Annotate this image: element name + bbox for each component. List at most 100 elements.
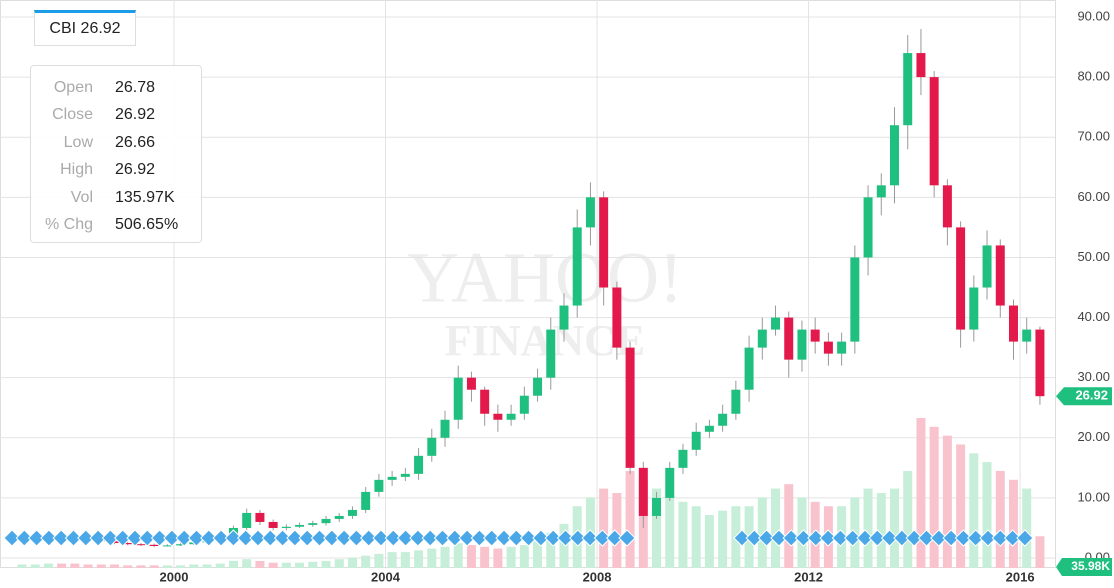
dividend-marker bbox=[593, 529, 612, 547]
candle-body bbox=[1008, 305, 1018, 342]
dividend-marker bbox=[770, 529, 788, 547]
volume-bar bbox=[347, 557, 357, 568]
candle-body bbox=[387, 476, 397, 480]
volume-bar bbox=[414, 550, 424, 568]
dividend-marker bbox=[544, 529, 562, 547]
candle-body bbox=[718, 413, 728, 426]
candle-body bbox=[890, 125, 899, 186]
volume-bar bbox=[599, 488, 609, 568]
candle-body bbox=[281, 526, 291, 528]
info-label: High bbox=[60, 161, 93, 179]
dividend-marker bbox=[200, 529, 218, 547]
volume-bar bbox=[453, 543, 463, 568]
dividend-marker bbox=[917, 529, 936, 547]
volume-bar bbox=[625, 470, 635, 568]
candle-body bbox=[123, 542, 133, 545]
dividend-marker bbox=[101, 529, 120, 547]
candle-body bbox=[347, 509, 357, 516]
dividend-marker bbox=[618, 529, 636, 547]
volume-bar bbox=[969, 453, 979, 568]
dividend-marker bbox=[64, 529, 83, 547]
dividend-marker bbox=[113, 529, 132, 547]
volume-bar bbox=[559, 523, 569, 568]
volume-bar bbox=[136, 565, 146, 568]
dividend-marker bbox=[126, 529, 144, 547]
candle-body bbox=[863, 197, 873, 258]
candle-body bbox=[242, 512, 252, 528]
volume-bar bbox=[228, 560, 238, 568]
candle-body bbox=[308, 523, 318, 525]
volume-bar bbox=[162, 565, 172, 568]
dividend-marker bbox=[905, 529, 923, 547]
info-value: 506.65% bbox=[115, 216, 179, 234]
candle-body bbox=[414, 455, 424, 474]
volume-bar bbox=[784, 484, 794, 568]
volume-bar bbox=[268, 562, 278, 568]
volume-bar bbox=[757, 497, 767, 568]
volume-bar bbox=[83, 564, 93, 568]
dividend-marker bbox=[310, 529, 329, 547]
x-tick-label: 2004 bbox=[371, 569, 401, 584]
dividend-marker bbox=[27, 529, 46, 547]
dividend-marker bbox=[519, 529, 538, 547]
volume-bar bbox=[321, 560, 331, 568]
info-value: 26.66 bbox=[115, 133, 156, 151]
volume-bar bbox=[466, 545, 476, 568]
dividend-marker bbox=[323, 529, 341, 547]
candle-body bbox=[321, 518, 331, 524]
dividend-marker bbox=[236, 529, 255, 547]
volume-bar bbox=[480, 546, 490, 568]
volume-bar bbox=[387, 552, 397, 568]
candle-body bbox=[599, 197, 609, 288]
dividend-marker bbox=[581, 529, 599, 547]
info-row: Low 26.66 bbox=[31, 129, 201, 157]
dividend-marker bbox=[794, 529, 813, 547]
candle-body bbox=[1022, 329, 1032, 342]
dividend-marker bbox=[507, 529, 526, 547]
dividend-marker bbox=[372, 529, 390, 547]
dividend-marker bbox=[831, 529, 850, 547]
volume-bar bbox=[665, 497, 675, 568]
dividend-marker bbox=[843, 529, 862, 547]
watermark: FINANCE bbox=[445, 316, 645, 365]
volume-bar bbox=[295, 562, 305, 568]
dividend-marker bbox=[532, 529, 550, 547]
volume-bar bbox=[771, 488, 781, 568]
info-box: Open 26.78 Close 26.92 Low 26.66 High 26.92 Vol 1… bbox=[30, 65, 202, 243]
dividend-marker bbox=[458, 529, 476, 547]
info-label: Close bbox=[52, 106, 93, 124]
dividend-marker bbox=[163, 529, 181, 547]
candle-body bbox=[255, 512, 265, 522]
dividend-marker bbox=[819, 529, 837, 547]
info-label: Low bbox=[63, 133, 93, 151]
info-row: Vol 135.97K bbox=[31, 184, 201, 212]
info-label: % Chg bbox=[44, 216, 93, 234]
candle-body bbox=[982, 245, 992, 288]
candle-body bbox=[969, 287, 979, 330]
dividend-marker bbox=[150, 529, 169, 547]
candle-body bbox=[546, 329, 556, 378]
dividend-marker bbox=[1016, 529, 1034, 547]
candle-body bbox=[149, 544, 159, 546]
info-value: 26.92 bbox=[115, 161, 156, 179]
dividend-marker bbox=[807, 529, 825, 547]
dividend-marker bbox=[335, 529, 353, 547]
dividend-marker bbox=[409, 529, 427, 547]
symbol-tab[interactable]: CBI 26.92 bbox=[34, 10, 136, 46]
candle-body bbox=[942, 185, 952, 228]
volume-bar bbox=[876, 493, 886, 568]
info-row: High 26.92 bbox=[31, 157, 201, 185]
candle-body bbox=[493, 413, 503, 420]
volume-bar bbox=[176, 565, 186, 568]
candle-body bbox=[691, 431, 701, 450]
dividend-marker bbox=[569, 529, 587, 547]
dividend-marker bbox=[868, 529, 887, 547]
candle-body bbox=[837, 341, 847, 354]
volume-bar bbox=[890, 488, 899, 568]
dividend-marker bbox=[347, 529, 366, 547]
volume-bar bbox=[546, 532, 556, 568]
volume-bar bbox=[903, 470, 913, 568]
candle-body bbox=[731, 389, 741, 414]
volume-bar bbox=[929, 426, 939, 568]
